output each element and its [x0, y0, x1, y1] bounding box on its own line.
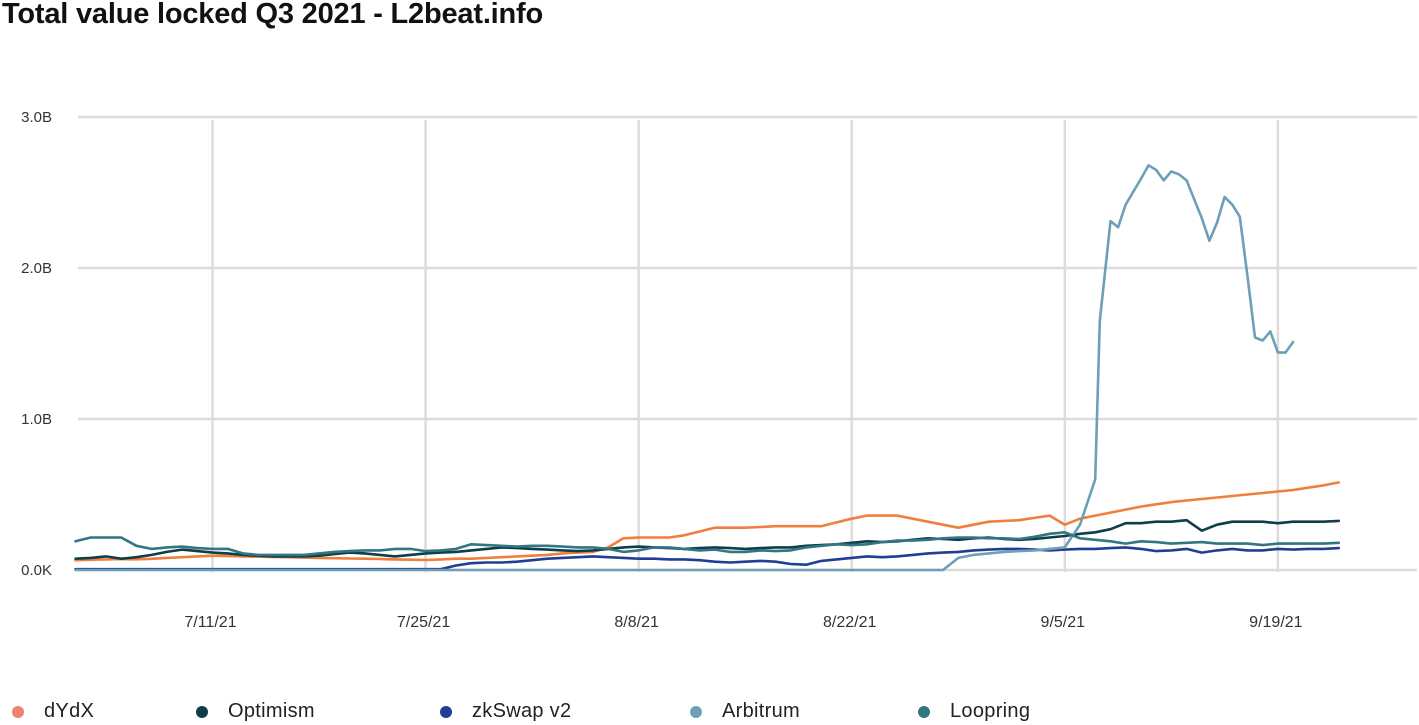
y-tick-label: 0.0K — [21, 562, 52, 579]
y-tick-label: 3.0B — [21, 109, 52, 126]
axis-ticks: 0.0K 1.0B 2.0B 3.0B 7/11/21 7/25/21 8/8/21 8/22… — [21, 109, 1303, 631]
legend-swatch — [196, 705, 208, 718]
legend-swatch — [918, 705, 930, 718]
legend-swatch — [12, 705, 24, 718]
gridlines — [78, 115, 1417, 572]
legend-item-zkswap-v2[interactable]: zkSwap v2 — [440, 700, 571, 723]
x-tick-label: 9/19/21 — [1249, 614, 1302, 631]
series-line-arbitrum — [74, 164, 1295, 572]
x-tick-label: 9/5/21 — [1041, 614, 1086, 631]
y-tick-label: 2.0B — [21, 260, 52, 277]
legend-swatch — [440, 705, 452, 718]
series-lines — [74, 164, 1341, 572]
legend-item-dydx[interactable]: dYdX — [12, 700, 94, 723]
legend-label: Optimism — [228, 700, 315, 722]
legend: dYdX Optimism zkSwap v2 Arbitrum Loopring — [0, 700, 1419, 725]
chart-title: Total value locked Q3 2021 - L2beat.info — [2, 0, 544, 30]
series-line-loopring — [74, 530, 1341, 557]
legend-item-loopring[interactable]: Loopring — [918, 700, 1030, 723]
x-tick-label: 7/25/21 — [397, 614, 450, 631]
legend-item-optimism[interactable]: Optimism — [196, 700, 315, 723]
legend-label: zkSwap v2 — [472, 700, 572, 722]
legend-swatch — [690, 705, 702, 718]
y-tick-label: 1.0B — [21, 411, 52, 428]
x-tick-label: 8/22/21 — [823, 614, 876, 631]
legend-item-arbitrum[interactable]: Arbitrum — [690, 700, 800, 723]
x-tick-label: 7/11/21 — [184, 614, 236, 631]
line-chart: 0.0K 1.0B 2.0B 3.0B 7/11/21 7/25/21 8/8/21 8/22… — [21, 109, 1417, 631]
legend-label: Loopring — [950, 700, 1031, 722]
legend-label: Arbitrum — [722, 700, 800, 722]
series-line-optimism — [74, 518, 1341, 561]
x-tick-label: 8/8/21 — [614, 614, 659, 631]
legend-label: dYdX — [44, 700, 95, 722]
